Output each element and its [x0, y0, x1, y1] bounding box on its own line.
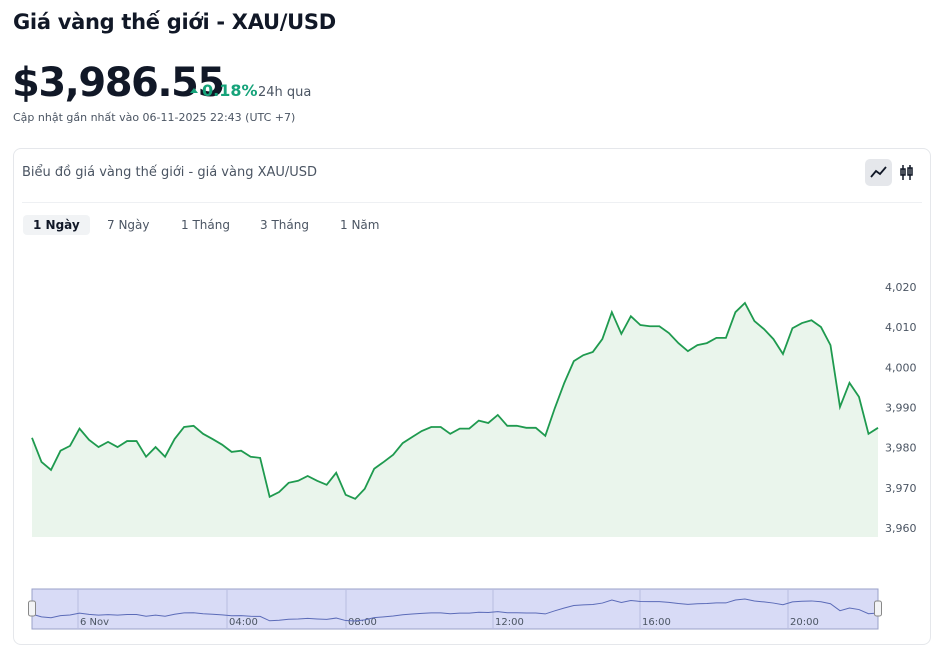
navigator-label: 16:00	[642, 617, 671, 628]
y-tick-label: 4,020	[885, 281, 917, 294]
page-title: Giá vàng thế giới - XAU/USD	[13, 10, 336, 34]
navigator-label: 6 Nov	[80, 617, 109, 628]
chart-card	[13, 148, 931, 645]
navigator-label: 04:00	[229, 617, 258, 628]
icon	[900, 165, 913, 180]
navigator	[31, 588, 879, 630]
price-line	[31, 301, 879, 500]
navigator-label: 20:00	[790, 617, 819, 628]
range-tab[interactable]: 1 Ngày	[23, 215, 90, 235]
y-tick-label: 3,960	[885, 522, 917, 535]
navigator-label: 12:00	[495, 617, 524, 628]
range-tab[interactable]: 1 Tháng	[181, 218, 230, 232]
y-tick-label: 4,010	[885, 321, 917, 334]
y-tick-label: 4,000	[885, 361, 917, 374]
line-chart-button[interactable]	[865, 159, 892, 186]
navigator-handle	[28, 600, 36, 617]
period: 24h qua	[258, 85, 312, 100]
navigator-label: 08:00	[348, 617, 377, 628]
area	[32, 302, 878, 537]
y-tick-label: 3,980	[885, 442, 917, 455]
range-tab[interactable]: 1 Năm	[340, 218, 380, 232]
card-title: Biểu đồ giá vàng thế giới - giá vàng XAU…	[22, 165, 318, 180]
range-tab[interactable]: 3 Tháng	[260, 218, 309, 232]
navigator-line	[31, 598, 879, 622]
change: 0.18%	[190, 81, 258, 100]
y-tick-label: 3,990	[885, 402, 917, 415]
navigator-handle	[874, 600, 882, 617]
divider	[22, 202, 922, 203]
y-tick-label: 3,970	[885, 482, 917, 495]
candle-chart-button[interactable]	[893, 159, 920, 186]
icon	[870, 166, 887, 178]
updated: Cập nhật gần nhất vào 06-11-2025 22:43 (…	[13, 111, 296, 124]
range-tab[interactable]: 7 Ngày	[107, 218, 150, 232]
